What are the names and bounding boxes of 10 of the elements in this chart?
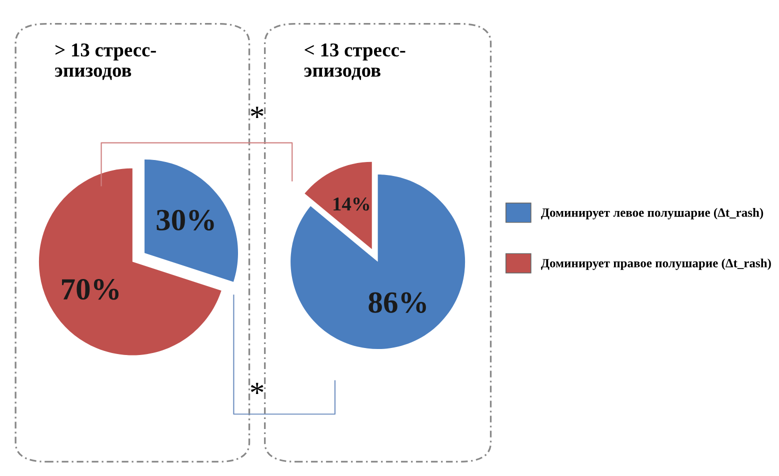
data-label: 70%	[62, 279, 119, 300]
text: *	[250, 106, 264, 118]
chart-title: < 13 стресс- эпизодов	[304, 43, 406, 80]
data-label: 86%	[368, 292, 426, 313]
data-label: 30%	[156, 210, 214, 231]
legend-label: Доминирует левое полушарие (Δt_rash)	[540, 208, 764, 220]
text: *	[250, 382, 264, 394]
legend-label: Доминирует правое полушарие (Δt_rash)	[540, 258, 771, 270]
chart-title: > 13 стресс- эпизодов	[55, 43, 156, 80]
data-label: 14%	[334, 197, 370, 211]
